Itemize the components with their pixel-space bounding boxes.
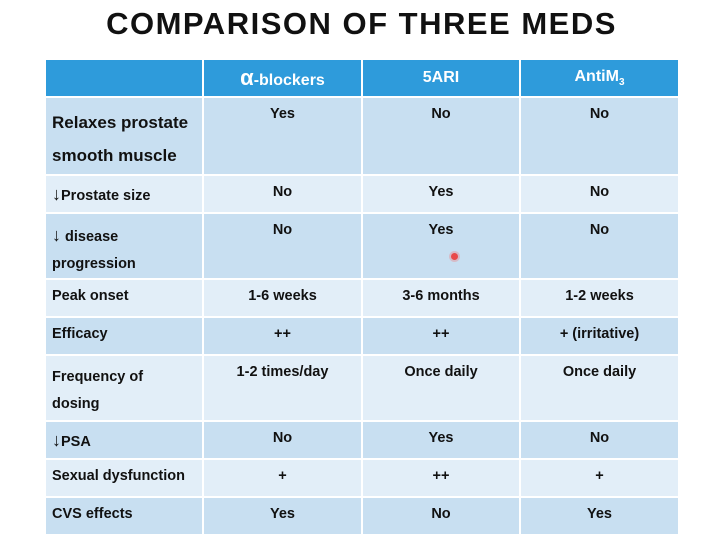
table-row: Sexual dysfunction + ++ + xyxy=(44,458,680,498)
cell-antim: No xyxy=(519,96,680,176)
row-label-prostate-size: ↓Prostate size xyxy=(44,174,204,214)
table-row: ↓PSA No Yes No xyxy=(44,420,680,460)
table-header-row: α-blockers 5ARI AntiM3 xyxy=(44,58,680,98)
table-row: ↓Prostate size No Yes No xyxy=(44,174,680,214)
cell-antim: No xyxy=(519,174,680,214)
table-row: Relaxes prostate smooth muscle Yes No No xyxy=(44,96,680,176)
table-row: CVS effects Yes No Yes xyxy=(44,496,680,536)
cell-alpha: ++ xyxy=(202,316,363,356)
header-antim3: AntiM3 xyxy=(519,58,680,98)
comparison-table: α-blockers 5ARI AntiM3 Relaxes prostate s… xyxy=(44,58,680,536)
row-label-disease-progression: ↓ disease progression xyxy=(44,212,204,280)
cell-5ari: ++ xyxy=(361,316,521,356)
row-label-sexual-dysfunction: Sexual dysfunction xyxy=(44,458,204,498)
cell-alpha: No xyxy=(202,420,363,460)
cell-5ari: ++ xyxy=(361,458,521,498)
down-arrow-icon: ↓ xyxy=(52,430,61,450)
cell-antim: Once daily xyxy=(519,354,680,422)
page-title: COMPARISON OF THREE MEDS xyxy=(106,6,617,41)
cell-5ari: No xyxy=(361,96,521,176)
down-arrow-icon: ↓ xyxy=(52,225,61,245)
cell-5ari: No xyxy=(361,496,521,536)
table-row: Peak onset 1-6 weeks 3-6 months 1-2 week… xyxy=(44,278,680,318)
header-alpha-suffix: -blockers xyxy=(253,72,325,89)
row-label-frequency-of-dosing: Frequency of dosing xyxy=(44,354,204,422)
row-label-peak-onset: Peak onset xyxy=(44,278,204,318)
table-row: Efficacy ++ ++ + (irritative) xyxy=(44,316,680,356)
table-row: ↓ disease progression No Yes No xyxy=(44,212,680,280)
header-antim-subscript: 3 xyxy=(618,77,625,89)
cell-antim: No xyxy=(519,212,680,280)
cell-antim: + (irritative) xyxy=(519,316,680,356)
alpha-symbol: α xyxy=(240,65,254,90)
header-5ari: 5ARI xyxy=(361,58,521,98)
row-label-line1: Frequency of xyxy=(52,369,144,385)
cell-alpha: + xyxy=(202,458,363,498)
cell-antim: No xyxy=(519,420,680,460)
cell-5ari: 3-6 months xyxy=(361,278,521,318)
down-arrow-icon: ↓ xyxy=(52,184,61,204)
header-antim-base: AntiM xyxy=(574,67,619,85)
table-row: Frequency of dosing 1-2 times/day Once da… xyxy=(44,354,680,422)
cell-5ari: Yes xyxy=(361,174,521,214)
row-label-line2: smooth muscle xyxy=(52,146,177,165)
cell-antim: + xyxy=(519,458,680,498)
cell-5ari: Yes xyxy=(361,212,521,280)
row-label-relaxes-prostate: Relaxes prostate smooth muscle xyxy=(44,96,204,176)
cell-alpha: No xyxy=(202,212,363,280)
row-label-line2: progression xyxy=(52,256,136,272)
cell-antim: Yes xyxy=(519,496,680,536)
cell-alpha: 1-2 times/day xyxy=(202,354,363,422)
cell-5ari: Once daily xyxy=(361,354,521,422)
row-label-text: Prostate size xyxy=(61,188,151,204)
row-label-text: PSA xyxy=(61,434,91,450)
row-label-psa: ↓PSA xyxy=(44,420,204,460)
row-label-efficacy: Efficacy xyxy=(44,316,204,356)
row-label-line1: Relaxes prostate xyxy=(52,113,189,132)
row-label-cvs-effects: CVS effects xyxy=(44,496,204,536)
cell-alpha: Yes xyxy=(202,96,363,176)
cell-5ari: Yes xyxy=(361,420,521,460)
cell-alpha: 1-6 weeks xyxy=(202,278,363,318)
cell-alpha: Yes xyxy=(202,496,363,536)
row-label-line1: disease xyxy=(61,229,119,245)
row-label-line2: dosing xyxy=(52,396,100,412)
cell-alpha: No xyxy=(202,174,363,214)
cell-antim: 1-2 weeks xyxy=(519,278,680,318)
laser-pointer-dot xyxy=(451,253,458,260)
header-alpha-blockers: α-blockers xyxy=(202,58,363,98)
header-empty-cell xyxy=(44,58,204,98)
